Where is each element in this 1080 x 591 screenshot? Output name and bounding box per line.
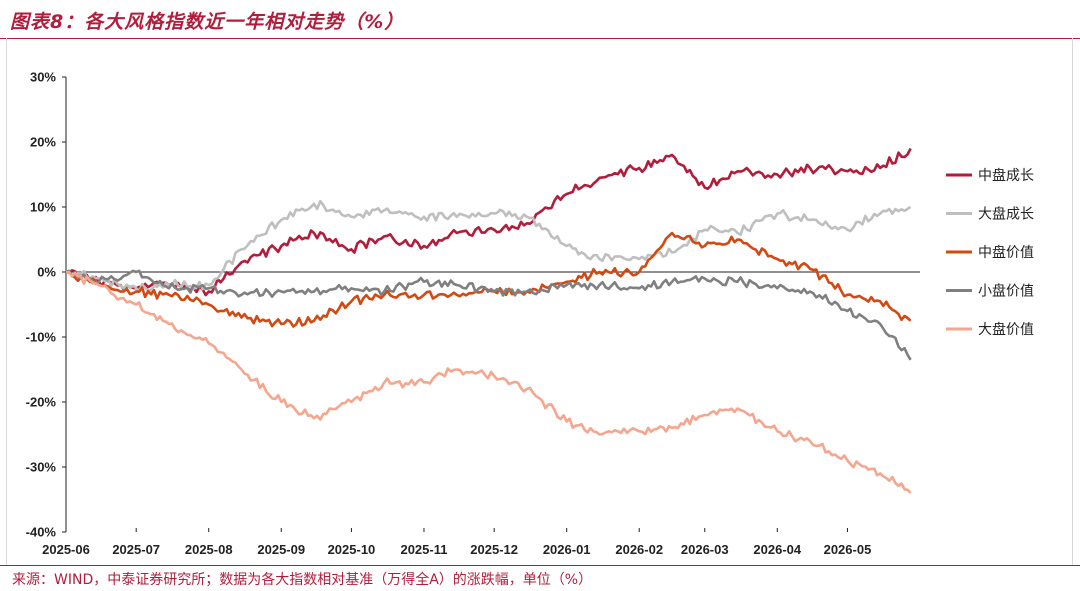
series-line-2 — [66, 199, 912, 293]
x-tick-label: 2026-05 — [824, 542, 872, 557]
x-tick-label: 2025-10 — [328, 542, 376, 557]
figure-title: 图表8：各大风格指数近一年相对走势（%） — [10, 11, 405, 33]
series-line-1 — [65, 147, 912, 297]
series-lines — [65, 147, 912, 494]
legend-label: 中盘价值 — [978, 244, 1034, 261]
x-tick-label: 2026-03 — [681, 542, 729, 557]
y-tick-label: 0% — [37, 265, 56, 280]
frame-left-border — [6, 38, 7, 566]
x-tick-label: 2026-02 — [615, 542, 663, 557]
legend-label: 大盘价值 — [978, 321, 1034, 338]
y-tick-label: -10% — [26, 330, 57, 345]
y-tick-label: 10% — [30, 200, 56, 215]
y-tick-label: -20% — [26, 395, 57, 410]
legend-label: 中盘成长 — [978, 167, 1034, 184]
y-tick-label: -40% — [26, 525, 57, 540]
source-note: 来源：WIND，中泰证券研究所；数据为各大指数相对基准（万得全A）的涨跌幅，单位… — [12, 572, 593, 588]
y-axis: 30% 20% 10% 0% -10% -20% -30% -40% — [26, 70, 67, 540]
y-tick-label: 30% — [30, 70, 56, 85]
line-chart: 30%20%10%0%-10%-20%-30%-40% 2025-06 2025-… — [26, 70, 1034, 558]
x-tick-label: 2025-11 — [400, 542, 447, 557]
x-tick-label: 2026-04 — [753, 542, 801, 557]
series-line-3 — [65, 231, 912, 328]
legend-label: 小盘价值 — [978, 283, 1034, 300]
x-tick-label: 2025-12 — [470, 542, 518, 557]
x-tick-label: 2025-09 — [257, 542, 305, 557]
source-bar: 来源：WIND，中泰证券研究所；数据为各大指数相对基准（万得全A）的涨跌幅，单位… — [0, 565, 1080, 590]
x-tick-label: 2025-07 — [112, 542, 160, 557]
legend-label: 大盘成长 — [978, 206, 1034, 223]
frame-right-border — [1072, 38, 1073, 566]
series-line-5 — [65, 270, 912, 494]
y-tick-label: 20% — [30, 135, 56, 150]
series-line-4 — [65, 269, 912, 361]
x-axis: 2025-06 2025-07 2025-08 2025-09 2025-10 2025-… — [42, 271, 920, 557]
y-tick-label: -30% — [26, 460, 57, 475]
x-tick-label: 2025-06 — [42, 542, 90, 557]
x-tick-label: 2026-01 — [543, 542, 591, 557]
title-bar: 图表8：各大风格指数近一年相对走势（%） — [0, 0, 1080, 39]
x-tick-label: 2025-08 — [185, 542, 233, 557]
